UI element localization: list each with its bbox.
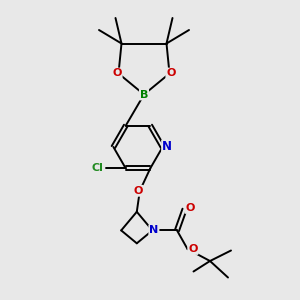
- Text: B: B: [140, 89, 148, 100]
- Text: Cl: Cl: [92, 163, 104, 173]
- Text: O: O: [188, 244, 198, 254]
- Text: O: O: [185, 203, 195, 213]
- Text: O: O: [134, 186, 143, 196]
- Text: N: N: [162, 140, 172, 154]
- Text: N: N: [149, 225, 158, 236]
- Text: O: O: [112, 68, 122, 79]
- Text: O: O: [166, 68, 176, 79]
